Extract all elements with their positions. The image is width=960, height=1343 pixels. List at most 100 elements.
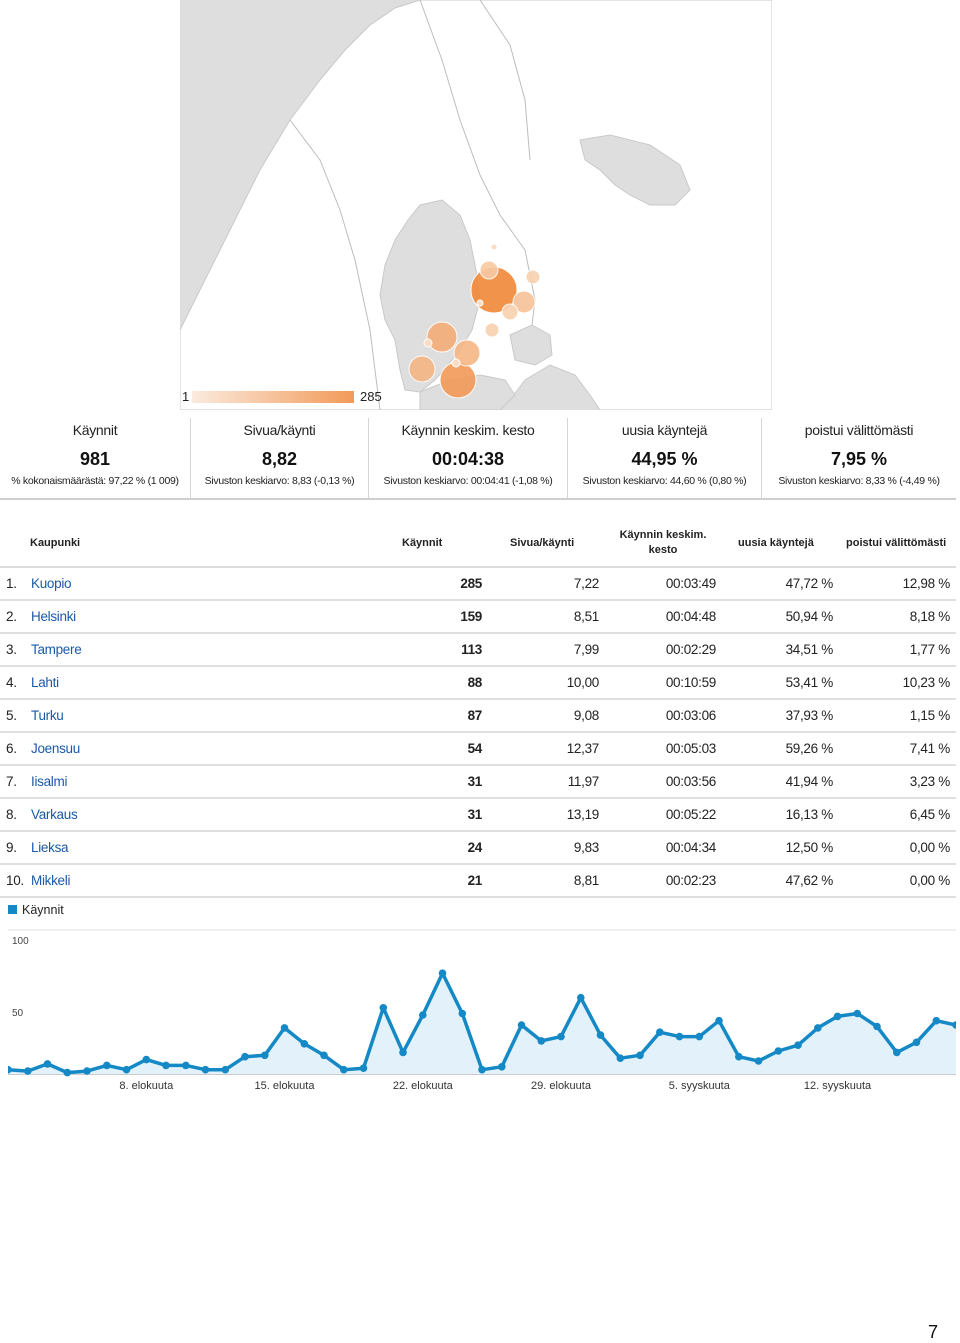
data-point[interactable] — [893, 1048, 901, 1057]
data-point[interactable] — [616, 1054, 625, 1062]
data-point[interactable] — [379, 1004, 388, 1012]
cell-new-visits: 12,50 % — [785, 840, 834, 855]
data-point[interactable] — [735, 1052, 743, 1061]
data-point[interactable] — [754, 1057, 763, 1065]
cell-new-visits: 53,41 % — [785, 675, 834, 690]
data-point[interactable] — [399, 1048, 407, 1057]
data-point[interactable] — [912, 1038, 921, 1047]
data-point[interactable] — [952, 1021, 956, 1029]
scorecard-new-visits[interactable]: uusia käyntejä 44,95 % Sivuston keskiarv… — [567, 418, 761, 498]
scorecard-subtext: Sivuston keskiarvo: 44,60 % (0,80 %) — [582, 475, 747, 487]
data-point[interactable] — [241, 1052, 249, 1061]
data-point[interactable] — [24, 1067, 32, 1075]
cell-visits: 24 — [467, 840, 483, 855]
scorecard-label: poistui välittömästi — [804, 422, 914, 438]
table-row[interactable]: 7. Iisalmi 31 11,97 00:03:56 41,94 % 3,23 % — [0, 766, 956, 799]
cell-bounce-rate: 0,00 % — [909, 873, 951, 888]
data-point[interactable] — [873, 1022, 881, 1031]
column-header-new-visits[interactable]: uusia käyntejä — [738, 537, 814, 549]
data-point[interactable] — [103, 1061, 111, 1070]
cell-avg-duration: 00:02:29 — [665, 642, 716, 657]
row-rank: 6. — [6, 741, 17, 756]
city-link[interactable]: Mikkeli — [31, 873, 71, 888]
column-header-city[interactable]: Kaupunki — [30, 537, 81, 549]
data-point[interactable] — [83, 1067, 91, 1075]
scorecard-avg-duration[interactable]: Käynnin keskim. kesto 00:04:38 Sivuston … — [368, 418, 567, 498]
data-point[interactable] — [201, 1065, 210, 1074]
visits-line-chart[interactable]: Käynnit 100 50 8. elokuuta 15. elokuuta 22… — [8, 900, 956, 1100]
data-point[interactable] — [340, 1065, 348, 1074]
data-point[interactable] — [142, 1055, 151, 1064]
cell-bounce-rate: 0,00 % — [909, 840, 951, 855]
data-point[interactable] — [182, 1061, 190, 1070]
column-header-avg-duration[interactable]: Käynnin keskim. kesto — [612, 528, 714, 558]
data-point[interactable] — [320, 1051, 328, 1060]
city-link[interactable]: Varkaus — [31, 807, 78, 822]
x-tick-label: 22. elokuuta — [393, 1080, 454, 1092]
city-link[interactable]: Joensuu — [31, 741, 80, 756]
table-row[interactable]: 9. Lieksa 24 9,83 00:04:34 12,50 % 0,00 % — [0, 832, 956, 865]
city-link[interactable]: Iisalmi — [31, 774, 68, 789]
table-row[interactable]: 8. Varkaus 31 13,19 00:05:22 16,13 % 6,45 % — [0, 799, 956, 832]
cell-bounce-rate: 7,41 % — [909, 741, 951, 756]
scorecard-bounce-rate[interactable]: poistui välittömästi 7,95 % Sivuston kes… — [761, 418, 956, 498]
scorecard-pages-per-visit[interactable]: Sivua/käynti 8,82 Sivuston keskiarvo: 8,… — [190, 418, 368, 498]
table-row[interactable]: 3. Tampere 113 7,99 00:02:29 34,51 % 1,77 % — [0, 634, 956, 667]
city-link[interactable]: Lahti — [31, 675, 59, 690]
legend-label[interactable]: Käynnit — [22, 903, 64, 917]
data-point[interactable] — [438, 969, 447, 977]
column-header-pages-per-visit[interactable]: Sivua/käynti — [510, 537, 575, 549]
data-point[interactable] — [596, 1031, 605, 1039]
data-point[interactable] — [221, 1065, 230, 1074]
column-header-visits[interactable]: Käynnit — [402, 537, 443, 549]
cell-bounce-rate: 3,23 % — [909, 774, 951, 789]
data-point[interactable] — [162, 1061, 170, 1070]
data-point[interactable] — [43, 1060, 52, 1068]
cell-avg-duration: 00:03:06 — [665, 708, 716, 723]
data-point[interactable] — [557, 1032, 565, 1041]
data-point[interactable] — [853, 1009, 862, 1018]
table-row[interactable]: 2. Helsinki 159 8,51 00:04:48 50,94 % 8,18 % — [0, 601, 956, 634]
bubble-small-4 — [476, 299, 484, 307]
data-point[interactable] — [794, 1041, 802, 1049]
data-point[interactable] — [8, 1065, 12, 1074]
data-point[interactable] — [122, 1065, 131, 1074]
cell-pages-per-visit: 12,37 — [566, 741, 600, 756]
city-link[interactable]: Turku — [31, 708, 64, 723]
data-point[interactable] — [932, 1016, 941, 1025]
data-point[interactable] — [478, 1065, 486, 1074]
data-point[interactable] — [636, 1051, 644, 1060]
data-point[interactable] — [359, 1064, 368, 1072]
geo-map[interactable] — [179, 0, 773, 411]
table-row[interactable]: 1. Kuopio 285 7,22 00:03:49 47,72 % 12,98 % — [0, 568, 956, 601]
city-link[interactable]: Kuopio — [31, 576, 72, 591]
scorecard-visits[interactable]: Käynnit 981 % kokonaismäärästä: 97,22 % … — [0, 418, 190, 498]
city-link[interactable]: Lieksa — [31, 840, 69, 855]
data-point[interactable] — [419, 1011, 427, 1019]
data-point[interactable] — [261, 1051, 269, 1060]
table-row[interactable]: 4. Lahti 88 10,00 00:10:59 53,41 % 10,23 % — [0, 667, 956, 700]
data-point[interactable] — [517, 1021, 526, 1029]
bubble-small-1 — [490, 243, 498, 251]
data-point[interactable] — [814, 1024, 822, 1032]
data-point[interactable] — [675, 1032, 684, 1041]
table-row[interactable]: 10. Mikkeli 21 8,81 00:02:23 47,62 % 0,00 % — [0, 865, 956, 898]
data-point[interactable] — [774, 1047, 783, 1055]
data-point[interactable] — [537, 1037, 546, 1045]
table-row[interactable]: 6. Joensuu 54 12,37 00:05:03 59,26 % 7,41 % — [0, 733, 956, 766]
data-point[interactable] — [577, 993, 585, 1002]
data-point[interactable] — [833, 1012, 842, 1021]
table-row[interactable]: 5. Turku 87 9,08 00:03:06 37,93 % 1,15 % — [0, 700, 956, 733]
land-scandinavia — [179, 0, 773, 411]
city-link[interactable]: Tampere — [31, 642, 82, 657]
data-point[interactable] — [458, 1009, 467, 1018]
data-point[interactable] — [498, 1063, 506, 1071]
data-point[interactable] — [300, 1040, 309, 1048]
data-point[interactable] — [280, 1024, 289, 1032]
data-point[interactable] — [715, 1016, 723, 1025]
data-point[interactable] — [63, 1068, 72, 1077]
city-link[interactable]: Helsinki — [31, 609, 76, 624]
data-point[interactable] — [695, 1032, 704, 1041]
data-point[interactable] — [656, 1028, 664, 1036]
column-header-bounce-rate[interactable]: poistui välittömästi — [846, 537, 947, 549]
